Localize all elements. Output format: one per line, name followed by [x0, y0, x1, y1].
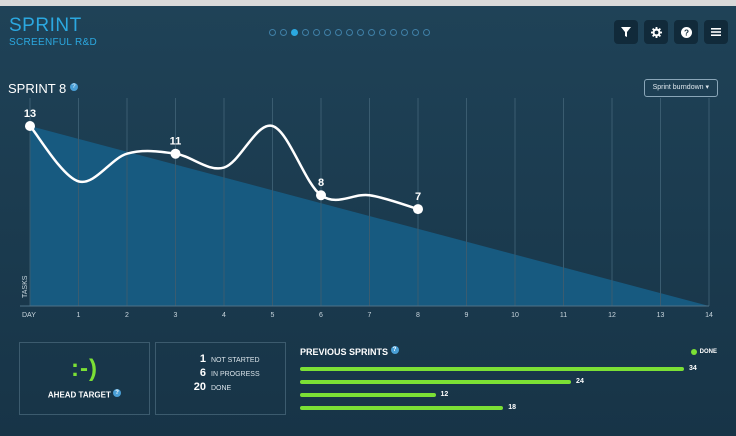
count-row: 1 NOT STARTED: [156, 353, 285, 365]
previous-sprint-value: 12: [440, 391, 449, 398]
x-tick-label: 10: [511, 312, 519, 319]
page-dot[interactable]: [357, 29, 364, 36]
page-dot[interactable]: [346, 29, 353, 36]
page-dot[interactable]: [423, 29, 430, 36]
brand-subtitle: SCREENFUL R&D: [9, 37, 97, 48]
help-badge-icon[interactable]: ?: [69, 82, 78, 91]
count-value: 1: [199, 353, 206, 365]
help-badge-icon[interactable]: ?: [113, 389, 122, 397]
previous-sprint-bar: [300, 393, 436, 397]
filter-icon[interactable]: [614, 20, 638, 44]
page-dot[interactable]: [412, 29, 419, 36]
x-tick-label: 5: [271, 312, 275, 319]
count-row: 6 IN PROGRESS: [156, 367, 285, 379]
data-point: [316, 190, 326, 201]
x-tick-label: 9: [465, 312, 469, 319]
x-tick-label: 6: [319, 312, 323, 319]
chart-title: SPRINT 8 ?: [8, 81, 78, 96]
x-tick-label: 13: [657, 312, 665, 319]
data-label: 11: [170, 136, 182, 148]
menu-icon[interactable]: [704, 20, 728, 44]
status-label-text: AHEAD TARGET: [47, 390, 111, 400]
page-dot[interactable]: [368, 29, 375, 36]
x-tick-label: DAY: [22, 312, 36, 319]
chart-title-text: SPRINT 8: [8, 81, 67, 96]
toolbar: ?: [614, 20, 728, 44]
x-tick-label: 11: [560, 312, 567, 319]
x-tick-label: 8: [416, 312, 420, 319]
help-badge-icon[interactable]: ?: [390, 346, 399, 354]
previous-sprint-bar: [300, 406, 504, 410]
count-label: IN PROGRESS: [211, 371, 260, 378]
previous-sprints-title: PREVIOUS SPRINTS ?: [300, 346, 399, 357]
x-tick-label: 12: [608, 312, 616, 319]
previous-sprints-title-text: PREVIOUS SPRINTS: [300, 347, 389, 357]
page-dot[interactable]: [379, 29, 386, 36]
previous-sprint-value: 24: [576, 378, 584, 385]
page-dot[interactable]: [313, 29, 320, 36]
done-legend: DONE: [690, 349, 717, 355]
previous-sprint-bar: [300, 367, 684, 371]
window-titlebar: [0, 0, 736, 6]
actual-burndown-line: [29, 124, 419, 211]
legend-label: DONE: [699, 349, 717, 355]
x-tick-label: 7: [368, 312, 372, 319]
count-label: DONE: [211, 385, 232, 392]
help-icon[interactable]: ?: [674, 20, 698, 44]
count-value: 20: [193, 381, 206, 393]
page-dot[interactable]: [269, 29, 276, 36]
y-axis-label: TASKS: [22, 275, 29, 298]
gear-icon[interactable]: [644, 20, 668, 44]
count-label: NOT STARTED: [211, 357, 260, 364]
data-point: [170, 148, 181, 159]
data-point: [413, 204, 423, 215]
previous-sprint-value: 34: [689, 365, 697, 372]
page-dot[interactable]: [302, 29, 309, 36]
x-tick-label: 4: [222, 312, 226, 319]
count-value: 6: [199, 367, 206, 379]
data-label: 7: [415, 191, 421, 203]
page-indicator: [269, 29, 430, 36]
data-label: 13: [24, 108, 36, 120]
data-point: [25, 121, 35, 131]
page-dot[interactable]: [390, 29, 397, 36]
brand: SPRINT SCREENFUL R&D: [9, 15, 97, 49]
svg-text:?: ?: [683, 28, 688, 37]
page-dot[interactable]: [335, 29, 342, 36]
view-select[interactable]: Sprint burndown ▾: [643, 79, 718, 97]
x-tick-label: 3: [174, 312, 178, 319]
data-label: 8: [318, 177, 324, 189]
page-dot[interactable]: [324, 29, 331, 36]
page-dot[interactable]: [280, 29, 287, 36]
previous-sprint-value: 18: [508, 404, 517, 411]
status-panel: :-) AHEAD TARGET ?: [19, 342, 150, 415]
count-row: 20 DONE: [156, 381, 285, 393]
page-dot[interactable]: [401, 29, 408, 36]
x-tick-label: 2: [125, 312, 129, 319]
smiley-icon: :-): [71, 355, 98, 382]
x-tick-label: 14: [705, 312, 713, 319]
status-label: AHEAD TARGET ?: [20, 389, 149, 400]
task-counts-panel: 1 NOT STARTED 6 IN PROGRESS 20 DONE: [155, 342, 286, 415]
brand-title: SPRINT: [9, 15, 82, 36]
page-dot[interactable]: [291, 29, 298, 36]
legend-dot-icon: [690, 349, 697, 355]
previous-sprint-bar: [300, 380, 572, 384]
x-tick-label: 1: [77, 312, 81, 319]
